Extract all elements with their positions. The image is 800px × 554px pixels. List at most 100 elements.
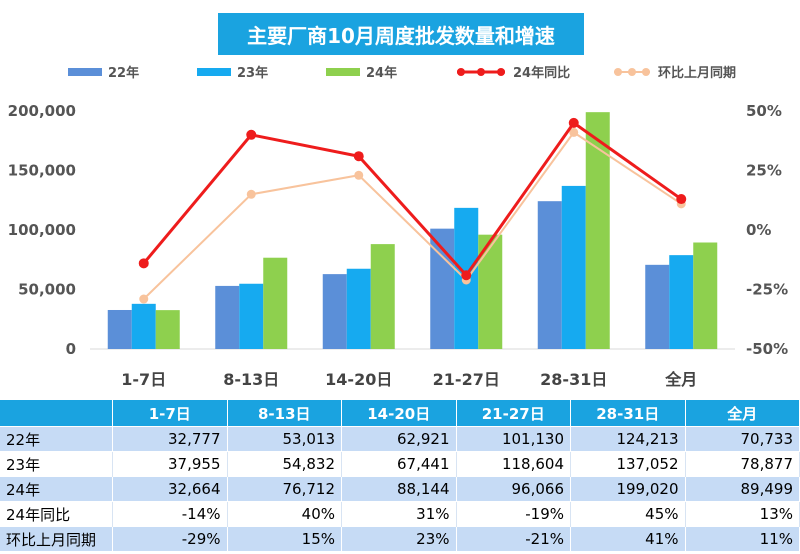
x-tick-label: 1-7日 [121, 370, 166, 389]
table-cell: 31% [341, 501, 457, 527]
table-cell: 96,066 [456, 476, 571, 502]
bar-22年-全月 [645, 264, 670, 349]
row-label: 24年 [0, 476, 113, 502]
chart-legend: 22年 23年 24年 24年同比 环比上月同期 [0, 62, 800, 82]
table-cell: 88,144 [341, 476, 457, 502]
bar-24年-8-13日 [263, 257, 288, 349]
table-cell: 101,130 [456, 426, 571, 452]
table-cell: 118,604 [456, 451, 571, 477]
y-right-tick-label: 0% [746, 221, 771, 239]
y-left-tick-label: 50,000 [18, 281, 76, 299]
legend-item-23: 23年 [197, 62, 268, 81]
bar-23年-全月 [669, 255, 694, 349]
table-cell: 40% [227, 501, 342, 527]
table-cell: 37,955 [112, 451, 228, 477]
table-header-cell: 8-13日 [227, 400, 342, 427]
point-24年同比-8-13日 [246, 129, 257, 140]
legend-label-24: 24年 [366, 66, 398, 81]
bar-23年-1-7日 [131, 303, 156, 349]
legend-swatch-24 [326, 67, 360, 76]
point-环比上月同期-1-7日 [139, 294, 149, 304]
table-cell: 41% [570, 526, 686, 551]
bar-23年-14-20日 [346, 268, 371, 349]
point-环比上月同期-28-31日 [569, 127, 579, 137]
x-tick-label: 全月 [664, 370, 697, 389]
table-cell: 11% [685, 526, 800, 551]
point-环比上月同期-8-13日 [246, 189, 256, 199]
table-cell: 199,020 [570, 476, 686, 502]
legend-item-24: 24年 [326, 62, 397, 81]
legend-marker-yoy [457, 67, 505, 76]
bar-24年-28-31日 [585, 112, 610, 349]
bar-22年-8-13日 [215, 285, 240, 349]
line-环比上月同期 [143, 131, 682, 300]
y-left-tick-label: 150,000 [8, 162, 76, 180]
table-cell: -21% [456, 526, 571, 551]
legend-label-23: 23年 [237, 66, 269, 81]
y-right-tick-label: -50% [746, 340, 788, 358]
legend-item-22: 22年 [68, 62, 139, 81]
row-label: 环比上月同期 [0, 526, 113, 551]
bar-24年-全月 [693, 242, 718, 349]
table-row: 24年同比 -14% 40% 31% -19% 45% 13% [0, 501, 800, 527]
point-24年同比-全月 [676, 194, 687, 205]
bar-22年-14-20日 [322, 274, 347, 349]
table-header-cell: 28-31日 [570, 400, 686, 427]
table-row: 22年 32,777 53,013 62,921 101,130 124,213… [0, 426, 800, 452]
table-cell: 70,733 [685, 426, 800, 452]
table-cell: 89,499 [685, 476, 800, 502]
legend-item-mom: 环比上月同期 [612, 62, 736, 81]
table-row: 23年 37,955 54,832 67,441 118,604 137,052… [0, 451, 800, 477]
legend-swatch-23 [197, 67, 231, 76]
y-right-tick-label: 50% [746, 102, 782, 120]
table-cell: 137,052 [570, 451, 686, 477]
table-header-row: 1-7日 8-13日 14-20日 21-27日 28-31日 全月 [0, 400, 800, 427]
x-tick-label: 8-13日 [223, 370, 279, 389]
y-left-tick-label: 0 [66, 340, 76, 358]
legend-label-mom: 环比上月同期 [658, 66, 737, 81]
table-header-cell: 21-27日 [456, 400, 571, 427]
point-24年同比-1-7日 [138, 258, 149, 269]
table-cell: 62,921 [341, 426, 457, 452]
table-row: 环比上月同期 -29% 15% 23% -21% 41% 11% [0, 526, 800, 551]
table-cell: 13% [685, 501, 800, 527]
bar-23年-28-31日 [561, 185, 586, 349]
table-cell: 32,777 [112, 426, 228, 452]
y-right-tick-label: 25% [746, 162, 782, 180]
row-label: 23年 [0, 451, 113, 477]
point-24年同比-21-27日 [461, 270, 472, 281]
x-tick-label: 21-27日 [433, 370, 500, 389]
point-24年同比-14-20日 [353, 151, 364, 162]
bar-24年-14-20日 [370, 244, 395, 349]
legend-item-yoy: 24年同比 [455, 62, 570, 81]
row-label: 24年同比 [0, 501, 113, 527]
table-cell: 45% [570, 501, 686, 527]
chart-plot: 0 50,000 100,000 150,000 200,000 -50% -25% 0% 25… [8, 102, 788, 389]
table-header-cell: 1-7日 [112, 400, 228, 427]
legend-label-22: 22年 [108, 66, 140, 81]
table-cell: 67,441 [341, 451, 457, 477]
table-header-cell: 14-20日 [341, 400, 457, 427]
y-left-tick-label: 200,000 [8, 102, 76, 120]
table-cell: 78,877 [685, 451, 800, 477]
table-header-cell: 全月 [685, 400, 800, 427]
table-cell: -29% [112, 526, 228, 551]
line-24年同比 [142, 120, 683, 278]
table-cell: 124,213 [570, 426, 686, 452]
point-24年同比-28-31日 [568, 117, 579, 128]
chart-title: 主要厂商10月周度批发数量和增速 [218, 13, 584, 55]
bar-24年-1-7日 [155, 310, 180, 349]
table-row: 24年 32,664 76,712 88,144 96,066 199,020 … [0, 476, 800, 502]
table-header-cell [0, 400, 113, 427]
table-cell: 23% [341, 526, 457, 551]
data-table: 1-7日 8-13日 14-20日 21-27日 28-31日 全月 22年 3… [0, 400, 800, 551]
row-label: 22年 [0, 426, 113, 452]
y-right-tick-label: -25% [746, 281, 788, 299]
x-tick-label: 14-20日 [325, 370, 392, 389]
y-left-tick-label: 100,000 [8, 221, 76, 239]
table-cell: -14% [112, 501, 228, 527]
table-cell: 32,664 [112, 476, 228, 502]
table-cell: 15% [227, 526, 342, 551]
table-cell: 76,712 [227, 476, 342, 502]
table-cell: 53,013 [227, 426, 342, 452]
